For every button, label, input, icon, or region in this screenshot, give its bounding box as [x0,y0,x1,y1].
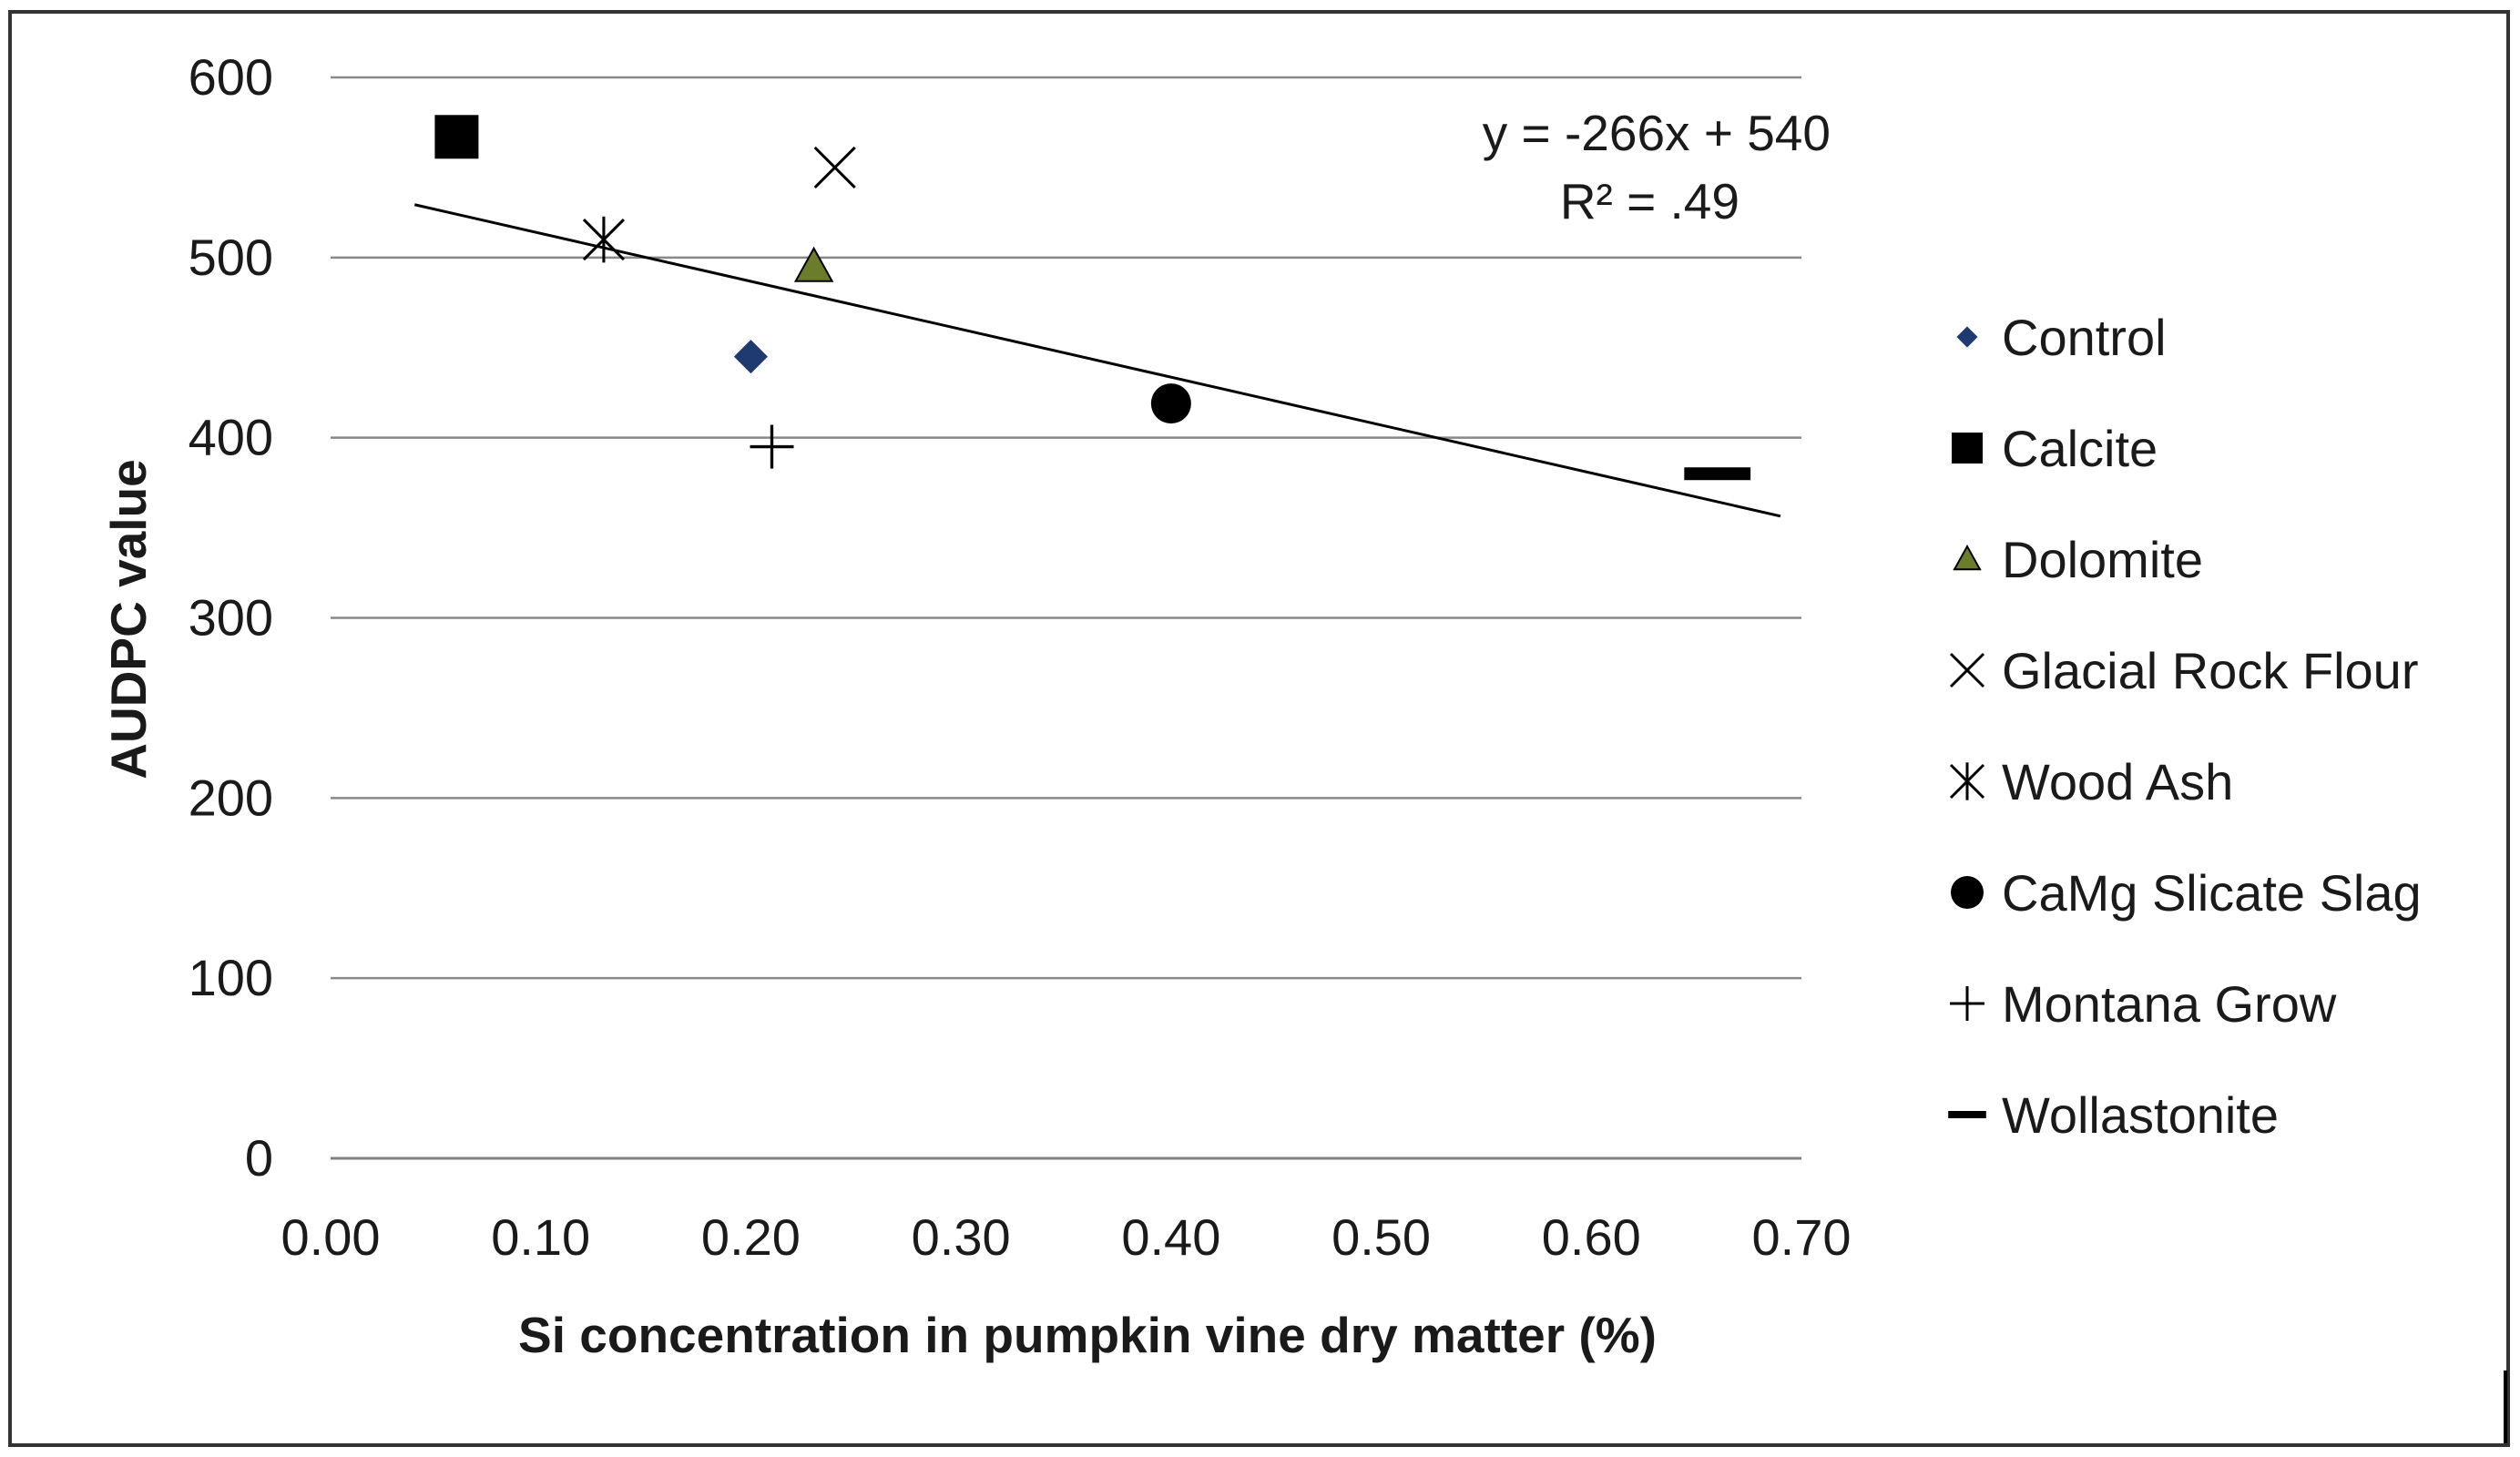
data-point-wood-ash [582,216,626,263]
data-point-glacial-rock-flour [813,146,856,189]
legend-item: Control [1954,309,2167,366]
gridlines [331,76,1801,1160]
y-tick-label: 600 [189,48,273,106]
legend-item: CaMg Slicate Slag [1951,864,2422,922]
data-point-wollastonite [1684,467,1751,481]
x-tick-label: 0.00 [281,1208,381,1266]
trendline-line [413,203,1781,518]
legend-marker [1949,652,1985,688]
x-axis-ticks: 0.00 0.10 0.20 0.30 0.40 0.50 0.60 0.70 [281,1208,1852,1266]
y-tick-label: 500 [189,229,273,286]
y-tick-label: 100 [189,949,273,1006]
trendline [413,203,1781,518]
x-tick-label: 0.50 [1331,1208,1431,1266]
legend-marker [1951,876,1984,909]
x-tick-label: 0.10 [491,1208,590,1266]
x-tick-label: 0.40 [1121,1208,1220,1266]
x-tick-label: 0.60 [1542,1208,1641,1266]
y-axis-ticks: 0 100 200 300 400 500 600 [189,48,273,1187]
legend-marker [1950,986,1984,1021]
legend-label: Montana Grow [2002,975,2337,1033]
legend-label: Dolomite [2002,531,2203,588]
y-tick-label: 0 [245,1129,273,1187]
data-point-calcite [434,115,479,159]
legend-marker [1949,762,1985,800]
data-point-dolomite [793,246,834,282]
trendline-equation: y = -266x + 540 [1483,105,1831,161]
x-axis-title: Si concentration in pumpkin vine dry mat… [518,1307,1657,1363]
legend-marker [1952,433,1983,464]
y-axis-title: AUDPC value [100,459,157,779]
legend-item: Calcite [1952,420,2158,477]
x-tick-label: 0.30 [912,1208,1011,1266]
legend: Control Calcite Dolomite Glacial Rock Flour… [1948,309,2422,1144]
chart-frame [8,10,2510,1447]
legend-label: Glacial Rock Flour [2002,642,2418,699]
data-points [434,115,1751,481]
legend-label: CaMg Slicate Slag [2002,864,2422,922]
legend-label: Wollastonite [2002,1086,2279,1144]
trendline-r-squared: R² = .49 [1560,173,1740,229]
data-point-montana-grow [750,424,794,469]
legend-item: Glacial Rock Flour [1949,642,2418,699]
legend-label: Wood Ash [2002,753,2233,810]
data-point-camg-slicate-slag [1150,383,1191,424]
legend-label: Calcite [2002,420,2158,477]
x-tick-label: 0.70 [1752,1208,1852,1266]
legend-marker [1948,1111,1986,1118]
legend-item: Montana Grow [1950,975,2337,1033]
legend-item: Wood Ash [1949,753,2233,810]
data-point-control [731,337,770,377]
legend-label: Control [2002,309,2167,366]
legend-item: Dolomite [1953,531,2203,588]
legend-marker [1953,544,1982,571]
legend-marker [1954,323,1981,351]
x-tick-label: 0.20 [701,1208,801,1266]
y-tick-label: 200 [189,769,273,826]
y-tick-label: 400 [189,409,273,466]
y-tick-label: 300 [189,589,273,647]
legend-item: Wollastonite [1948,1086,2279,1144]
